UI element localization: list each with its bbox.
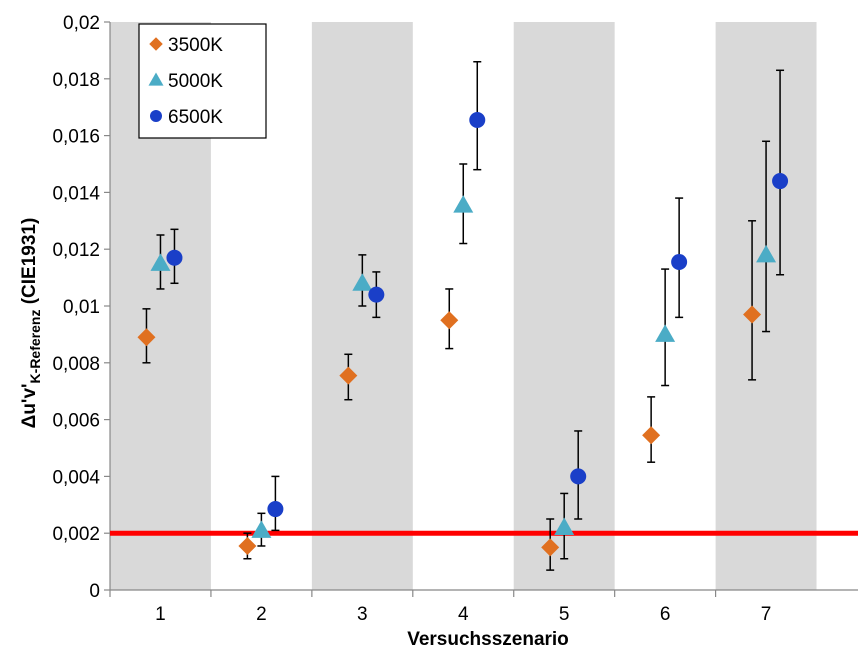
marker-5000K-7 (756, 244, 777, 263)
legend-marker-3500K (149, 37, 163, 51)
y-tick-label: 0 (89, 581, 100, 602)
x-tick-label: 5 (559, 604, 570, 625)
y-tick-label: 0,008 (52, 354, 100, 375)
marker-6500K-2 (267, 501, 284, 518)
marker-5000K-2 (251, 520, 272, 538)
y-axis-title-sub: K-Referenz (27, 310, 43, 384)
y-tick-label: 0,014 (52, 183, 100, 204)
marker-5000K-5 (554, 517, 575, 536)
y-tick-label: 0,016 (52, 127, 100, 148)
y-tick-label: 0,006 (52, 411, 100, 432)
marker-6500K-5 (570, 468, 587, 485)
y-tick-label: 0,002 (52, 524, 100, 545)
marker-5000K-6 (655, 324, 676, 342)
y-axis-title: Δu'v'K-Referenz (CIE1931) (19, 218, 43, 429)
marker-3500K-2 (238, 536, 257, 555)
marker-6500K-1 (166, 249, 183, 266)
x-axis-title: Versuchsszenario (407, 629, 569, 650)
x-tick-labels: 1 2 3 4 5 6 7 (155, 604, 771, 625)
marker-3500K-4 (440, 311, 459, 330)
y-tick-label: 0,004 (52, 467, 100, 488)
x-tick-label: 6 (660, 604, 671, 625)
x-tick-label: 1 (155, 604, 166, 625)
marker-5000K-3 (352, 273, 373, 291)
y-tick-label: 0,018 (52, 70, 100, 91)
x-tick-label: 3 (357, 604, 368, 625)
y-tick-label: 0,02 (63, 13, 100, 34)
y-axis-title-main: Δu'v' (19, 383, 40, 428)
x-tick-label: 2 (256, 604, 267, 625)
legend-label-5000K: 5000K (168, 71, 223, 92)
legend: 3500K 5000K 6500K (138, 23, 267, 139)
legend-marker-5000K (148, 72, 164, 86)
marker-3500K-5 (541, 538, 560, 557)
marker-5000K-1 (150, 253, 171, 271)
y-tick-label: 0,01 (63, 297, 100, 318)
marker-6500K-6 (671, 253, 688, 270)
marker-3500K-6 (642, 426, 661, 445)
legend-label-6500K: 6500K (168, 107, 223, 128)
marker-3500K-1 (137, 328, 156, 347)
x-tick-label: 7 (761, 604, 772, 625)
data-markers (137, 111, 789, 557)
y-tick-label: 0,012 (52, 240, 100, 261)
legend-marker-6500K (150, 110, 162, 122)
marker-5000K-4 (453, 195, 474, 213)
legend-label-3500K: 3500K (168, 35, 223, 56)
marker-6500K-3 (368, 286, 385, 303)
marker-3500K-3 (339, 366, 358, 385)
marker-6500K-4 (469, 111, 486, 128)
y-tick-labels: 0 0,002 0,004 0,006 0,008 0,01 0,012 0,014 0,016… (52, 13, 100, 602)
y-axis-title-tail: (CIE1931) (19, 218, 40, 310)
marker-6500K-7 (772, 173, 789, 190)
axes (104, 21, 858, 597)
marker-3500K-7 (743, 305, 762, 324)
x-tick-label: 4 (458, 604, 469, 625)
